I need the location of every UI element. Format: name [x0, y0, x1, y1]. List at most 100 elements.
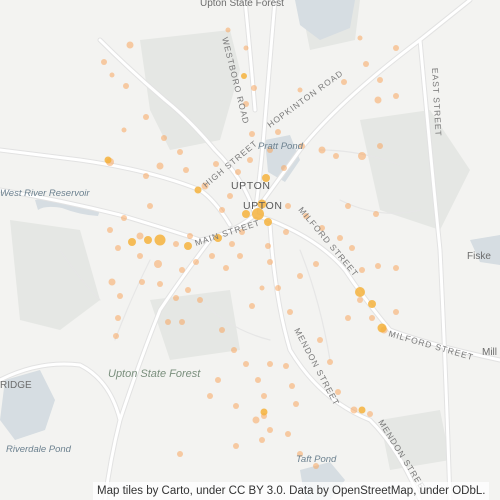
- heat-hotspot: [260, 408, 268, 416]
- heat-point: [267, 427, 273, 433]
- heat-point: [313, 463, 319, 469]
- heat-point: [113, 333, 119, 339]
- heat-point: [229, 241, 235, 247]
- label-hopkinton-road: HOPKINTON ROAD: [265, 68, 345, 130]
- riverdale-pond-water: [0, 370, 55, 440]
- heat-point: [117, 293, 123, 299]
- heat-point: [126, 41, 134, 49]
- heat-hotspot: [257, 199, 267, 209]
- heat-point: [115, 315, 121, 321]
- heat-point: [161, 135, 167, 141]
- heat-point: [299, 143, 305, 149]
- heat-point: [156, 162, 164, 170]
- heat-point: [297, 273, 303, 279]
- heat-point: [143, 173, 149, 179]
- heat-point: [237, 253, 243, 259]
- heat-point: [327, 359, 333, 365]
- heat-layer: [101, 27, 399, 469]
- heat-hotspot: [154, 234, 166, 246]
- woodland-areas: [10, 0, 470, 470]
- label-east-street: EAST STREET: [430, 68, 444, 137]
- heat-point: [369, 315, 375, 321]
- heat-point: [333, 153, 339, 159]
- heat-point: [345, 315, 351, 321]
- heat-point: [297, 451, 303, 457]
- heat-hotspot: [241, 73, 247, 79]
- heat-point: [285, 203, 291, 209]
- heat-point: [215, 377, 221, 383]
- heat-point: [109, 72, 115, 78]
- heat-point: [233, 403, 239, 409]
- label-upton-state-forest-top: Upton State Forest: [200, 0, 284, 9]
- heat-point: [287, 309, 293, 315]
- heat-point: [267, 259, 273, 265]
- heat-hotspot: [355, 287, 365, 297]
- west-river-reservoir-water: [35, 197, 100, 216]
- heat-hotspot: [242, 210, 250, 218]
- heat-point: [261, 393, 267, 399]
- heat-point: [247, 157, 253, 163]
- heat-point: [281, 165, 287, 171]
- heat-point: [187, 233, 193, 239]
- heat-point: [177, 149, 183, 155]
- heat-point: [283, 363, 289, 369]
- heat-point: [154, 260, 162, 268]
- heat-hotspot: [252, 208, 264, 220]
- heat-point: [293, 401, 299, 407]
- heat-hotspot: [377, 323, 387, 333]
- heat-point: [243, 101, 249, 107]
- heat-point: [249, 131, 255, 137]
- label-milford-street-2: MILFORD STREET: [387, 328, 474, 362]
- heat-point: [317, 337, 323, 343]
- heat-hotspot: [128, 238, 136, 246]
- heat-point: [297, 87, 303, 93]
- heat-point: [393, 309, 399, 315]
- heat-point: [318, 146, 326, 154]
- heat-point: [213, 161, 219, 167]
- heat-point: [275, 285, 281, 291]
- heat-point: [283, 229, 289, 235]
- heat-point: [285, 431, 291, 437]
- heat-point: [373, 211, 379, 217]
- upton-pond-north: [295, 0, 355, 40]
- map-attribution[interactable]: Map tiles by Carto, under CC BY 3.0. Dat…: [93, 482, 490, 500]
- heat-point: [219, 327, 225, 333]
- heat-hotspot: [368, 300, 376, 308]
- label-pratt-pond: Pratt Pond: [258, 141, 304, 152]
- heat-point: [233, 443, 239, 449]
- heat-point: [179, 267, 185, 273]
- heat-hotspot: [104, 156, 112, 164]
- heat-point: [249, 303, 255, 309]
- heat-point: [197, 297, 203, 303]
- heat-point: [136, 232, 144, 240]
- heat-hotspot: [262, 174, 270, 182]
- heat-point: [157, 281, 163, 287]
- heat-point: [252, 416, 260, 424]
- heat-point: [349, 245, 355, 251]
- heat-hotspot: [264, 218, 272, 226]
- heat-point: [165, 319, 171, 325]
- label-mill-right: Mill: [482, 347, 497, 358]
- heat-point: [374, 96, 382, 104]
- heat-hotspot: [144, 236, 152, 244]
- pratt-pond-water: [265, 135, 300, 182]
- heat-point: [147, 203, 153, 209]
- heat-point: [358, 152, 366, 160]
- heat-point: [193, 259, 199, 265]
- heat-point: [367, 411, 373, 417]
- heat-point: [108, 278, 116, 286]
- heat-point: [345, 203, 351, 209]
- heat-point: [303, 213, 309, 219]
- heat-point: [319, 225, 325, 231]
- heat-point: [341, 79, 347, 85]
- heat-point: [267, 361, 273, 367]
- heat-point: [231, 347, 237, 353]
- heat-hotspot: [184, 242, 192, 250]
- label-riverdale-pond: Riverdale Pond: [6, 444, 72, 455]
- label-upton-state-forest: Upton State Forest: [108, 368, 201, 380]
- heat-point: [239, 229, 245, 235]
- heat-hotspot: [358, 406, 366, 414]
